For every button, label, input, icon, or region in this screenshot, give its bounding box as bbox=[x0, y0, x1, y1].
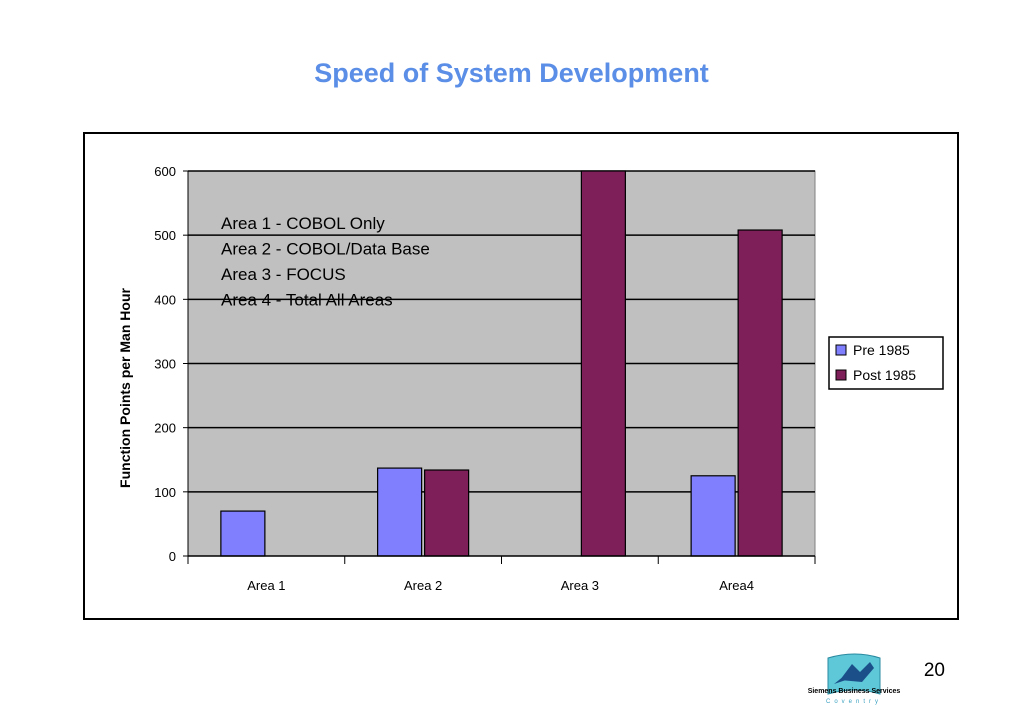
y-tick-label: 600 bbox=[154, 164, 176, 179]
legend-swatch bbox=[835, 369, 847, 381]
company-name: Siemens Business Services bbox=[807, 688, 901, 695]
x-tick-label: Area 3 bbox=[561, 578, 599, 593]
slide-title: Speed of System Development bbox=[314, 58, 709, 88]
annotation-line: Area 4 - Total All Areas bbox=[221, 291, 393, 310]
legend-box bbox=[828, 336, 944, 390]
company-logo bbox=[827, 653, 881, 695]
bar-post bbox=[424, 469, 470, 557]
y-tick-label: 100 bbox=[154, 485, 176, 500]
legend-label: Post 1985 bbox=[853, 367, 916, 383]
annotation-line: Area 3 - FOCUS bbox=[221, 265, 346, 284]
x-tick-label: Area 2 bbox=[404, 578, 442, 593]
annotation-line: Area 2 - COBOL/Data Base bbox=[221, 240, 430, 259]
y-tick-label: 0 bbox=[169, 549, 176, 564]
y-tick-label: 200 bbox=[154, 421, 176, 436]
legend-swatch bbox=[835, 344, 847, 356]
legend-label: Pre 1985 bbox=[853, 342, 910, 358]
x-tick-label: Area4 bbox=[719, 578, 754, 593]
y-tick-label: 300 bbox=[154, 357, 176, 372]
page-number: 20 bbox=[923, 660, 945, 681]
y-tick-label: 400 bbox=[154, 292, 176, 307]
y-axis-label: Function Points per Man Hour bbox=[117, 288, 133, 488]
bar-post bbox=[580, 170, 626, 557]
bar-pre bbox=[377, 467, 423, 557]
x-tick-label: Area 1 bbox=[247, 578, 285, 593]
bar-pre bbox=[220, 510, 266, 557]
bar-pre bbox=[690, 475, 736, 557]
y-tick-label: 500 bbox=[154, 228, 176, 243]
bar-post bbox=[737, 229, 783, 557]
annotation-line: Area 1 - COBOL Only bbox=[221, 214, 385, 233]
company-subtitle: Coventry bbox=[825, 699, 882, 705]
